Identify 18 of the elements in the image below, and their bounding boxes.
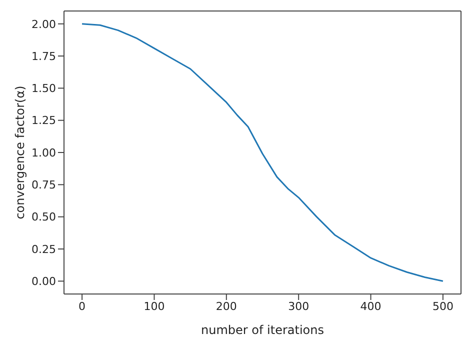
x-tick-label: 0 — [78, 300, 86, 313]
y-tick-label: 1.25 — [32, 114, 56, 128]
line-series — [81, 23, 444, 282]
x-axis-title: number of iterations — [201, 323, 324, 337]
y-axis-title: convergence factor(α) — [13, 86, 27, 220]
y-tick-label: 0.50 — [32, 210, 56, 224]
y-tick-label: 0.00 — [32, 275, 56, 288]
y-tick-label: 2.00 — [32, 18, 56, 31]
y-tick-label: 1.50 — [32, 82, 56, 96]
x-tick-label: 100 — [144, 300, 165, 313]
x-tick-label: 300 — [288, 300, 310, 313]
x-tick-label: 200 — [216, 300, 237, 313]
x-tick-label: 500 — [432, 300, 454, 313]
y-tick-label: 0.75 — [32, 178, 56, 192]
y-tick-label: 1.00 — [32, 146, 56, 160]
y-tick-label: 1.75 — [32, 50, 56, 63]
x-tick-label: 400 — [360, 300, 382, 313]
y-tick-label: 0.25 — [32, 242, 56, 256]
